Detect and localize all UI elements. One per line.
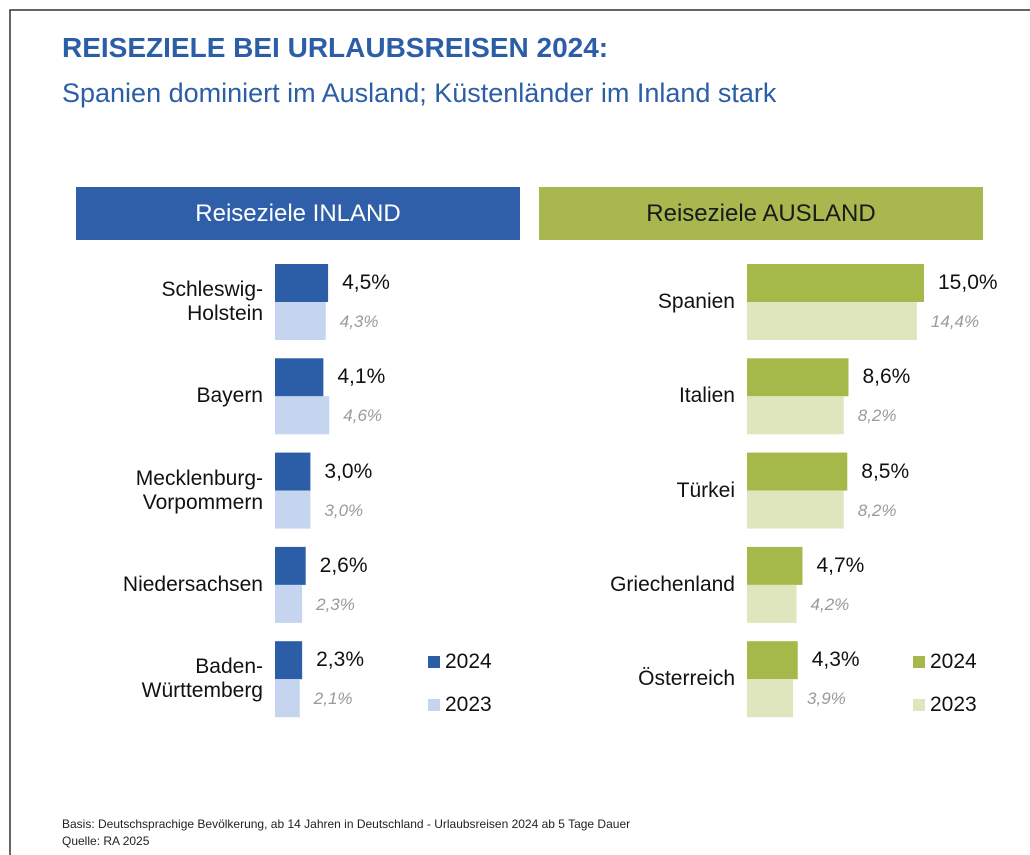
value-label: 3,0%	[324, 459, 373, 483]
bar	[275, 641, 303, 680]
legend-swatch	[428, 656, 440, 668]
bar	[747, 546, 803, 585]
legend-label: 2024	[930, 650, 977, 673]
category-label: Baden- Württemberg	[141, 655, 263, 703]
legend-swatch	[913, 699, 925, 711]
panel-title: Reiseziele INLAND	[195, 200, 401, 227]
footnote: Quelle: RA 2025	[62, 834, 150, 848]
bar	[275, 584, 303, 623]
category-label: Mecklenburg- Vorpommern	[135, 466, 263, 514]
frame	[9, 9, 1030, 855]
category-label: Niedersachsen	[122, 572, 263, 596]
value-label: 2,3%	[316, 594, 355, 614]
bar	[275, 264, 329, 302]
value-label: 3,9%	[807, 689, 846, 709]
bar	[275, 452, 311, 491]
value-label: 8,5%	[861, 459, 910, 483]
value-label: 4,3%	[811, 648, 860, 672]
bar	[747, 641, 798, 680]
panel-header	[76, 187, 520, 240]
bar	[747, 396, 844, 435]
legend-label: 2023	[445, 693, 492, 716]
value-label: 4,5%	[342, 271, 390, 294]
value-label: 15,0%	[938, 271, 998, 294]
bar	[747, 584, 797, 623]
value-label: 8,2%	[857, 406, 897, 426]
bar	[747, 679, 794, 718]
value-label: 2,1%	[313, 689, 353, 709]
bar	[747, 452, 848, 491]
value-label: 8,2%	[857, 500, 897, 520]
legend-swatch	[428, 699, 440, 711]
bar	[275, 358, 324, 397]
value-label: 14,4%	[930, 312, 980, 331]
value-label: 8,6%	[862, 365, 911, 389]
category-label: Spanien	[657, 290, 735, 313]
category-label: Türkei	[676, 478, 735, 502]
bar	[747, 490, 844, 529]
panel-title: Reiseziele AUSLAND	[646, 200, 876, 227]
category-label: Schleswig- Holstein	[161, 278, 263, 326]
value-label: 2,3%	[316, 648, 364, 672]
legend-label: 2023	[930, 693, 977, 716]
legend-swatch	[913, 656, 925, 668]
bar	[747, 264, 924, 302]
value-label: 2,6%	[319, 553, 368, 577]
title: REISEZIELE BEI URLAUBSREISEN 2024:	[62, 32, 609, 63]
bar	[747, 358, 849, 397]
bar	[275, 302, 326, 340]
value-label: 4,6%	[343, 406, 383, 426]
footnote: Basis: Deutschsprachige Bevölkerung, ab …	[62, 817, 631, 831]
subtitle: Spanien dominiert im Ausland; Küstenländ…	[62, 78, 777, 108]
legend-label: 2024	[445, 650, 492, 673]
category-label: Bayern	[196, 384, 263, 408]
bar	[275, 679, 300, 718]
value-label: 4,3%	[339, 312, 379, 331]
category-label: Griechenland	[610, 572, 735, 596]
category-label: Österreich	[638, 667, 735, 691]
value-label: 4,1%	[337, 365, 386, 389]
value-label: 4,2%	[810, 594, 850, 614]
value-label: 4,7%	[816, 553, 865, 577]
bar	[747, 302, 917, 340]
bar	[275, 490, 311, 529]
value-label: 3,0%	[324, 500, 364, 520]
category-label: Italien	[678, 384, 735, 408]
panel-header	[539, 187, 983, 240]
bar	[275, 396, 330, 435]
bar	[275, 546, 306, 585]
